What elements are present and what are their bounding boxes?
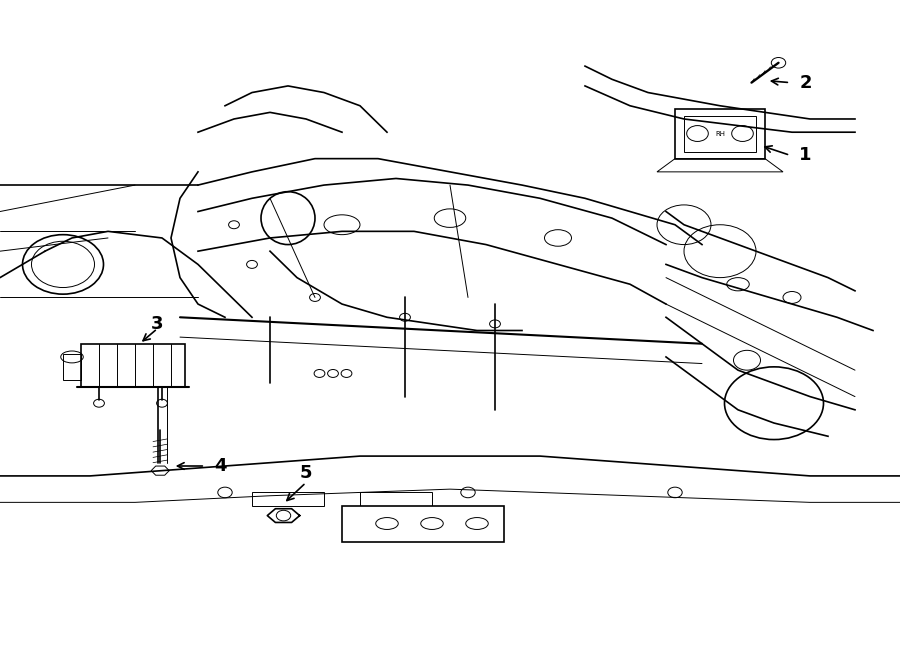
Text: RH: RH — [715, 130, 725, 137]
Text: 2: 2 — [799, 73, 812, 92]
FancyBboxPatch shape — [684, 116, 756, 152]
FancyBboxPatch shape — [675, 109, 765, 159]
Polygon shape — [267, 509, 300, 522]
Text: 4: 4 — [214, 457, 227, 475]
FancyBboxPatch shape — [360, 492, 432, 506]
Circle shape — [771, 58, 786, 68]
Text: 5: 5 — [300, 463, 312, 482]
Text: 3: 3 — [151, 315, 164, 333]
FancyBboxPatch shape — [342, 506, 504, 542]
Text: 1: 1 — [799, 146, 812, 165]
FancyBboxPatch shape — [81, 344, 184, 387]
FancyBboxPatch shape — [252, 492, 324, 506]
